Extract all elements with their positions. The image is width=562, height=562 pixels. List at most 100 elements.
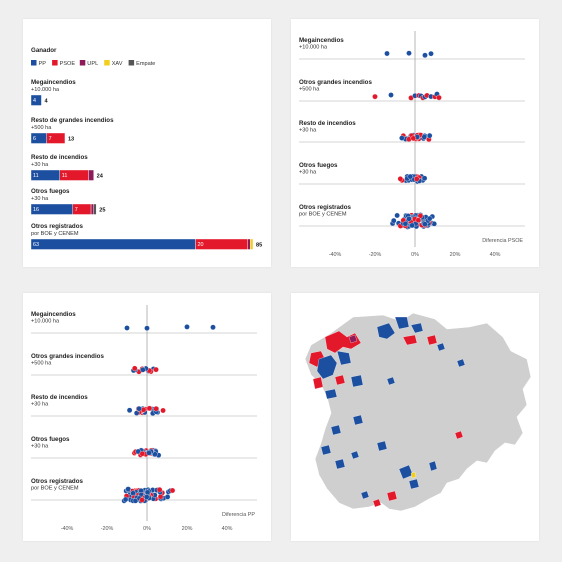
data-point [406,216,412,222]
map-area-pp [456,358,466,368]
map-area-psoe [386,490,398,502]
data-point [156,486,163,493]
data-point [140,367,146,373]
data-point [436,94,442,101]
category-title: Resto de grandes incendios [31,117,114,124]
map-area-pp [324,388,338,400]
chart-title: Ganador [31,47,57,54]
bar-segment-upl [88,169,94,181]
winner-bar-chart: Ganador PP PSOE UPL XAV Empate Megaincendios+1… [30,47,262,250]
legend-label-upl: UPL [87,61,98,67]
pp-difference-panel: -40% -20% 0% 20% 40% Diferencia PP Megaincendi… [23,293,271,541]
bar-segment-pp [30,238,196,250]
legend-swatch-psoe [52,60,58,66]
map-area-pp [376,440,388,452]
data-point [144,489,151,496]
category-subtitle: +30 ha [31,402,49,408]
category-subtitle: +10.000 ha [299,45,328,51]
legend-label-pp: PP [39,61,47,67]
x-tick-label: 0% [143,526,151,532]
data-point [394,212,400,219]
data-point [426,215,433,222]
category-title: Megaincendios [299,37,344,44]
bar-value-label: 11 [62,173,68,179]
category-subtitle: +10.000 ha [31,87,60,93]
bar-total-label: 13 [68,136,74,142]
data-point [428,50,434,57]
data-point [126,407,133,414]
category-subtitle: +500 ha [31,361,52,367]
x-tick-label: 40% [222,526,233,532]
map-area-pp [330,424,342,436]
category-subtitle: +30 ha [31,162,49,168]
legend-label-xav: XAV [112,61,123,67]
map-area-psoe [402,334,418,346]
data-point [153,405,159,412]
map-area-pp [436,342,446,352]
category-title: Otros fuegos [299,162,338,169]
category-subtitle: +30 ha [299,128,317,134]
x-tick-label: 0% [411,252,419,258]
data-point [421,175,428,182]
data-point [421,134,428,140]
x-tick-label: -40% [61,526,74,532]
data-point [139,497,145,503]
legend-label-empate: Empate [136,61,155,67]
x-tick-label: -20% [101,526,114,532]
map-area-pp [386,376,396,386]
data-point [413,176,420,182]
category-title: Otros fuegos [31,188,70,195]
category-subtitle: +30 ha [31,196,49,202]
data-point [144,325,150,331]
data-point [397,176,404,182]
map-area-psoe [454,430,464,440]
bar-segment-upl [247,238,251,250]
category-title: Otros registrados [31,478,83,485]
bar-total-label: 25 [99,207,105,213]
data-point [152,451,158,458]
map-area-psoe [426,334,438,346]
map-area-pp [320,444,332,456]
map-area-pp [410,322,424,334]
map-area-pp [360,490,370,500]
category-title: Otros fuegos [31,436,70,443]
map-area-pp [334,458,346,470]
x-tick-label: 40% [490,252,501,258]
data-point [422,52,428,59]
data-point [410,135,417,142]
map-fire-areas [308,316,466,508]
map-area-pp [352,414,364,426]
psoe-difference-panel: -40% -20% 0% 20% 40% Diferencia PSOE Megaincen… [291,19,539,267]
category-subtitle: por BOE y CENEM [31,231,79,237]
data-point [384,50,390,57]
data-point [124,325,130,331]
data-point [415,217,422,223]
category-title: Resto de incendios [31,154,88,161]
data-point [399,135,405,141]
map-panel [291,293,539,541]
bar-value-label: 20 [198,242,204,248]
category-title: Otros registrados [299,204,351,211]
bar-segment-xav [250,238,254,250]
category-title: Megaincendios [31,79,76,86]
map-area-pp [376,322,396,340]
data-point [184,324,190,330]
map-area-psoe [312,376,324,390]
bar-value-label: 6 [33,136,36,142]
category-subtitle: +10.000 ha [31,319,60,325]
data-point [407,173,414,180]
data-point [390,217,397,224]
winner-bar-panel: Ganador PP PSOE UPL XAV Empate Megaincendios +1… [23,19,271,267]
map-area-pp [316,354,338,380]
data-point [388,92,394,98]
pp-beeswarm-chart: -40% -20% 0% 20% 40% Diferencia PP Megaincendi… [31,305,257,532]
data-point [146,405,153,412]
data-point [422,221,428,227]
x-tick-label: -40% [329,252,342,258]
map-land [304,312,532,512]
map-area-pp [428,460,438,472]
category-title: Otros grandes incendios [31,353,104,360]
bar-segment-empate [93,203,97,215]
data-point [431,221,437,227]
x-axis-label: Diferencia PP [222,512,255,518]
